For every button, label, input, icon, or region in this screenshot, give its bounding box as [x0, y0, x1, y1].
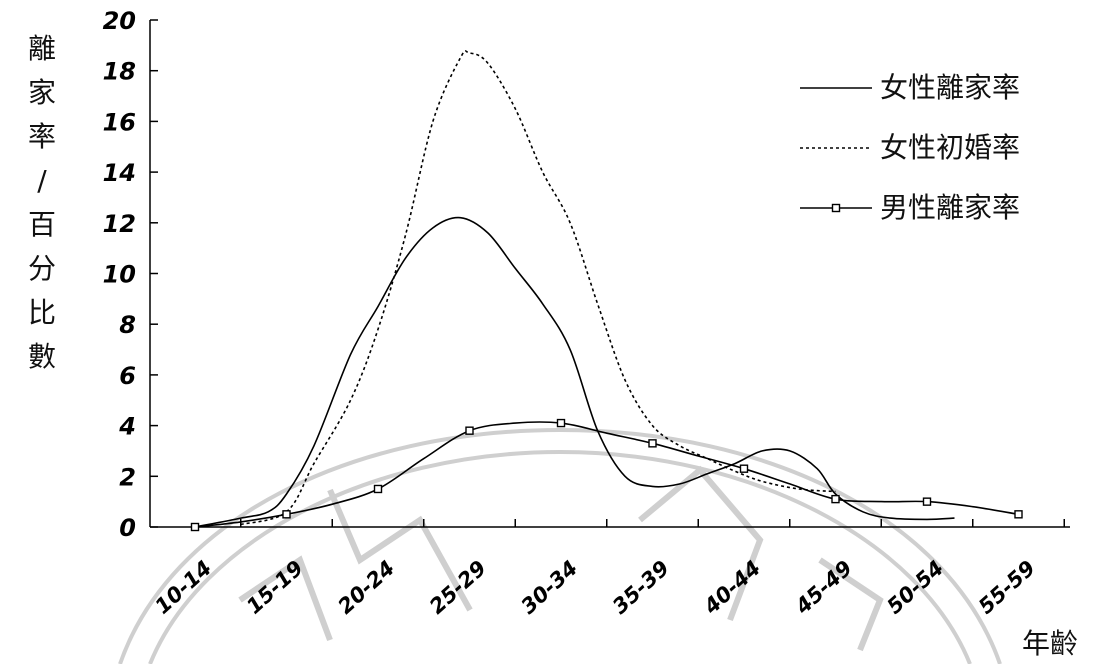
- x-tick-label: 35-39: [608, 556, 674, 619]
- x-tick-label: 30-34: [516, 556, 582, 619]
- watermark-seal: [118, 427, 1002, 664]
- y-tick-label: 12: [103, 210, 136, 238]
- data-point: [190, 522, 200, 532]
- series-line: [194, 216, 955, 528]
- legend-marker: [831, 203, 841, 213]
- y-tick-label: 2: [119, 463, 136, 491]
- y-axis-label-char: 率: [28, 120, 56, 153]
- x-tick-label: 55-59: [974, 556, 1040, 619]
- y-tick-label: 16: [103, 108, 136, 136]
- legend-label: 男性離家率: [880, 191, 1020, 224]
- legend-label: 女性離家率: [880, 71, 1020, 104]
- x-tick-label: 25-29: [425, 556, 491, 619]
- x-tick-label: 15-19: [242, 556, 308, 619]
- legend-item: 女性離家率: [800, 71, 1020, 104]
- y-axis-label-char: 百: [28, 208, 56, 241]
- series-2: [240, 50, 836, 526]
- data-point: [739, 464, 749, 473]
- data-point: [282, 510, 291, 519]
- y-axis-label-char: 比: [28, 296, 56, 329]
- y-tick-label: 0: [119, 514, 136, 542]
- y-tick-label: 10: [103, 261, 136, 289]
- data-point: [1014, 510, 1023, 519]
- x-tick-label: 20-24: [333, 556, 399, 619]
- series-line: [194, 421, 1019, 528]
- y-axis-label-char: 離: [28, 32, 56, 65]
- y-tick-label: 20: [103, 7, 136, 35]
- y-tick-label: 4: [118, 413, 136, 441]
- y-tick-label: 14: [103, 159, 136, 187]
- series-line: [240, 50, 836, 526]
- data-point: [648, 439, 657, 448]
- data-point: [922, 497, 932, 506]
- legend-item: 女性初婚率: [800, 131, 1020, 164]
- legend-label: 女性初婚率: [880, 131, 1020, 164]
- data-point: [831, 494, 840, 504]
- y-tick-label: 18: [103, 58, 136, 86]
- y-axis-label-char: 家: [28, 76, 56, 109]
- y-tick-label: 8: [119, 311, 136, 339]
- y-tick-label: 6: [119, 362, 136, 390]
- y-axis-label-char: 數: [28, 340, 56, 373]
- x-axis-label: 年齡: [1022, 627, 1078, 660]
- series-3: [190, 418, 1023, 532]
- series-1: [194, 216, 955, 528]
- y-axis-label-char: 分: [28, 252, 56, 285]
- data-point: [556, 418, 566, 428]
- y-axis-label-char: /: [37, 164, 47, 197]
- data-point: [373, 484, 383, 494]
- legend-item: 男性離家率: [800, 191, 1020, 224]
- data-point: [465, 426, 474, 435]
